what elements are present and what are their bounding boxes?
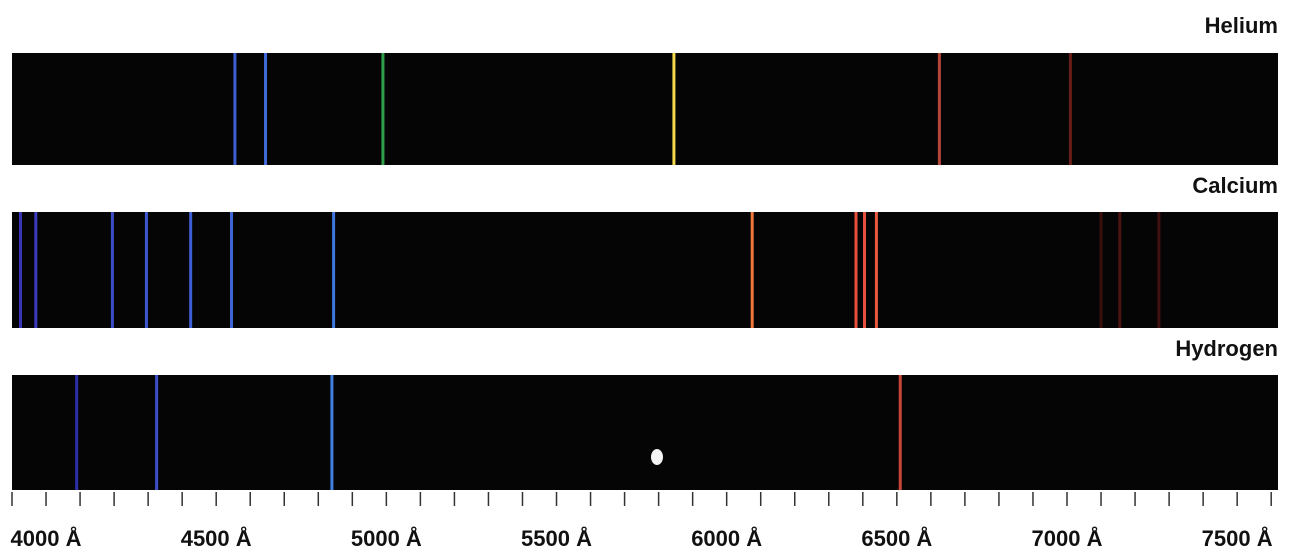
series-label: Helium: [1205, 13, 1278, 38]
series-label: Calcium: [1192, 173, 1278, 198]
panel: [12, 53, 1278, 165]
x-tick-label: 5000 Å: [351, 525, 422, 551]
x-tick-label: 4500 Å: [181, 525, 252, 551]
chart: Helium Calcium Hydrogen 4000 Å 4500 Å 5000 Å 5…: [0, 0, 1289, 557]
panel: [12, 375, 1278, 490]
x-tick-label: 5500 Å: [521, 525, 592, 551]
speck: [651, 449, 663, 465]
x-tick-label: 7000 Å: [1032, 525, 1103, 551]
x-tick-label: 7500 Å: [1202, 525, 1273, 551]
x-tick-label: 4000 Å: [11, 525, 82, 551]
x-tick-label: 6000 Å: [691, 525, 762, 551]
series-label: Hydrogen: [1175, 336, 1278, 361]
panel: [12, 212, 1278, 328]
x-tick-label: 6500 Å: [861, 525, 932, 551]
